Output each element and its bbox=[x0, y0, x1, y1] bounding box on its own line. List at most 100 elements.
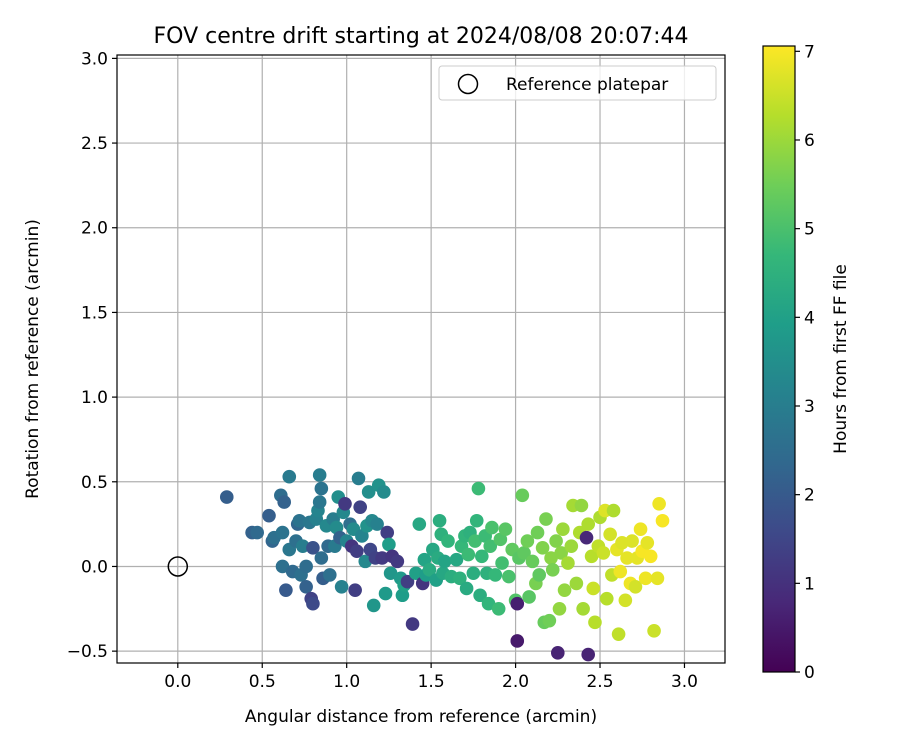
data-point bbox=[532, 568, 547, 582]
data-point bbox=[377, 485, 391, 499]
data-point bbox=[618, 593, 633, 608]
data-point bbox=[542, 613, 557, 628]
data-point bbox=[551, 646, 565, 660]
colorbar-label: Hours from first FF file bbox=[831, 264, 851, 454]
x-tick-label: 1.5 bbox=[418, 672, 445, 692]
data-point bbox=[525, 554, 540, 569]
data-point bbox=[647, 624, 661, 638]
data-point bbox=[378, 586, 393, 601]
data-point bbox=[611, 627, 626, 642]
data-point bbox=[351, 471, 366, 486]
data-point bbox=[353, 500, 368, 514]
data-point bbox=[461, 547, 476, 562]
data-point bbox=[338, 497, 352, 511]
data-point bbox=[552, 602, 567, 616]
data-point bbox=[535, 541, 550, 555]
data-point bbox=[366, 598, 381, 613]
data-point bbox=[481, 596, 496, 611]
data-points bbox=[219, 468, 670, 662]
data-point bbox=[306, 596, 320, 611]
data-point bbox=[334, 579, 349, 594]
x-tick-label: 1.0 bbox=[333, 672, 360, 692]
data-point bbox=[361, 485, 376, 499]
data-point bbox=[638, 571, 653, 586]
data-point bbox=[250, 525, 264, 540]
colorbar-tick-label: 6 bbox=[804, 131, 815, 151]
data-point bbox=[437, 554, 452, 569]
data-point bbox=[262, 508, 276, 523]
colorbar-tick-label: 3 bbox=[804, 397, 815, 417]
data-point bbox=[491, 602, 506, 616]
data-point bbox=[471, 481, 486, 496]
data-point bbox=[640, 535, 655, 550]
data-point bbox=[468, 534, 482, 548]
data-point bbox=[584, 549, 599, 564]
data-point bbox=[517, 546, 531, 560]
data-point bbox=[422, 563, 437, 577]
data-point bbox=[299, 559, 313, 574]
data-point bbox=[650, 571, 665, 586]
data-point bbox=[493, 532, 508, 547]
data-point bbox=[596, 546, 611, 560]
grid-lines bbox=[117, 55, 725, 663]
data-point bbox=[432, 513, 447, 528]
data-point bbox=[348, 583, 362, 597]
data-point bbox=[545, 563, 560, 577]
data-point bbox=[564, 539, 579, 553]
colorbar-tick-label: 0 bbox=[804, 663, 815, 683]
data-point bbox=[475, 549, 489, 564]
data-point bbox=[405, 617, 420, 631]
data-point bbox=[375, 551, 389, 565]
data-point bbox=[485, 520, 499, 535]
data-point bbox=[400, 574, 415, 589]
y-tick-label: 3.0 bbox=[81, 49, 108, 69]
data-point bbox=[277, 495, 292, 509]
data-point bbox=[498, 522, 513, 537]
y-tick-label: 2.0 bbox=[81, 219, 108, 239]
data-point bbox=[579, 530, 594, 545]
data-point bbox=[620, 551, 634, 565]
data-point bbox=[383, 566, 398, 581]
data-point bbox=[544, 551, 558, 565]
data-point bbox=[488, 568, 503, 582]
colorbar-tick-label: 4 bbox=[804, 308, 815, 328]
data-point bbox=[370, 517, 384, 531]
data-point bbox=[299, 579, 313, 594]
data-point bbox=[314, 551, 329, 565]
data-point bbox=[569, 576, 584, 591]
y-axis-label: Rotation from reference (arcmin) bbox=[23, 219, 43, 499]
data-point bbox=[586, 581, 601, 596]
data-point bbox=[502, 569, 516, 584]
reference-layer bbox=[167, 556, 189, 577]
data-point bbox=[466, 566, 481, 581]
reference-marker bbox=[167, 556, 189, 577]
y-tick-label: 0.5 bbox=[81, 473, 108, 493]
data-point bbox=[380, 525, 395, 540]
plot-frame bbox=[116, 54, 726, 664]
legend-box bbox=[438, 65, 717, 101]
data-point bbox=[355, 529, 369, 543]
data-point bbox=[615, 535, 629, 550]
data-point bbox=[323, 568, 337, 582]
data-point bbox=[495, 556, 509, 570]
data-point bbox=[530, 525, 545, 540]
data-point bbox=[574, 498, 589, 513]
data-point bbox=[633, 522, 648, 537]
x-tick-label: 3.0 bbox=[671, 672, 698, 692]
data-point bbox=[275, 559, 290, 574]
y-tick-label: −0.5 bbox=[67, 642, 108, 662]
y-tick-label: 1.0 bbox=[81, 388, 108, 408]
data-point bbox=[449, 552, 464, 567]
x-tick-label: 2.5 bbox=[586, 672, 613, 692]
data-point bbox=[561, 556, 575, 570]
data-point bbox=[515, 488, 530, 503]
colorbar-tick-label: 7 bbox=[804, 42, 815, 62]
data-point bbox=[417, 552, 432, 567]
data-point bbox=[382, 537, 396, 552]
y-axis-ticks: −0.5 0.0 0.5 1.0 1.5 2.0 2.5 3.0 bbox=[67, 49, 117, 662]
data-point bbox=[510, 596, 525, 611]
data-point bbox=[312, 468, 327, 482]
data-point bbox=[557, 583, 572, 597]
